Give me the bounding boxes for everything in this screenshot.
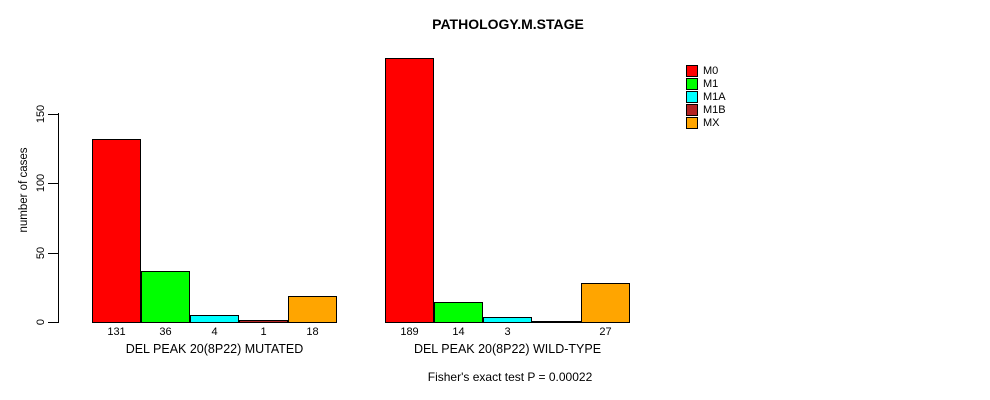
legend-label: M1 bbox=[703, 77, 719, 90]
legend-label: M1A bbox=[703, 90, 726, 103]
bar-value-label: 3 bbox=[504, 326, 511, 338]
group-label: DEL PEAK 20(8P22) MUTATED bbox=[125, 342, 304, 356]
chart-title: PATHOLOGY.M.STAGE bbox=[432, 16, 584, 32]
bar-m1 bbox=[141, 270, 190, 323]
legend-swatch-icon bbox=[686, 103, 698, 116]
bar-mx bbox=[581, 283, 630, 323]
y-axis bbox=[58, 113, 59, 323]
bar-value-label: 18 bbox=[306, 326, 319, 338]
legend-swatch-icon bbox=[686, 90, 698, 103]
legend-item: M1 bbox=[686, 77, 726, 90]
legend-item: M1A bbox=[686, 90, 726, 103]
legend-swatch-icon bbox=[686, 77, 698, 90]
bar-value-label: 14 bbox=[452, 326, 465, 338]
bar-m1 bbox=[434, 301, 483, 323]
bar-value-label: 189 bbox=[400, 326, 419, 338]
legend: M0 M1 M1A M1B MX bbox=[686, 64, 726, 129]
bar-m0 bbox=[92, 138, 141, 323]
bar-mx bbox=[288, 295, 337, 323]
legend-label: MX bbox=[703, 116, 720, 129]
legend-swatch-icon bbox=[686, 64, 698, 77]
legend-label: M0 bbox=[703, 64, 719, 77]
bar-value-label: 27 bbox=[599, 326, 612, 338]
legend-label: M1B bbox=[703, 103, 726, 116]
y-tick-label: 0 bbox=[35, 318, 47, 326]
y-axis-label: number of cases bbox=[18, 147, 30, 233]
y-tick-mark bbox=[48, 113, 58, 115]
y-tick-label: 100 bbox=[35, 173, 47, 193]
bar-m1b bbox=[239, 319, 288, 323]
legend-swatch-icon bbox=[686, 116, 698, 129]
bar-m1a bbox=[190, 315, 239, 323]
y-tick-mark bbox=[48, 322, 58, 323]
y-tick-label: 50 bbox=[35, 246, 47, 259]
bar-m0 bbox=[385, 58, 434, 323]
legend-item: M0 bbox=[686, 64, 726, 77]
chart-annotation: Fisher's exact test P = 0.00022 bbox=[427, 370, 593, 384]
bar-m1a bbox=[483, 316, 532, 323]
legend-item: M1B bbox=[686, 103, 726, 116]
bar-value-label: 131 bbox=[107, 326, 126, 338]
legend-item: MX bbox=[686, 116, 726, 129]
bar-m1b bbox=[532, 321, 581, 323]
y-tick-mark bbox=[48, 252, 58, 254]
bar-value-label: 4 bbox=[211, 326, 218, 338]
group-label: DEL PEAK 20(8P22) WILD-TYPE bbox=[413, 342, 602, 356]
bar-value-label: 36 bbox=[159, 326, 172, 338]
bar-value-label: 1 bbox=[260, 326, 267, 338]
y-tick-mark bbox=[48, 183, 58, 184]
y-tick-label: 150 bbox=[35, 104, 47, 123]
